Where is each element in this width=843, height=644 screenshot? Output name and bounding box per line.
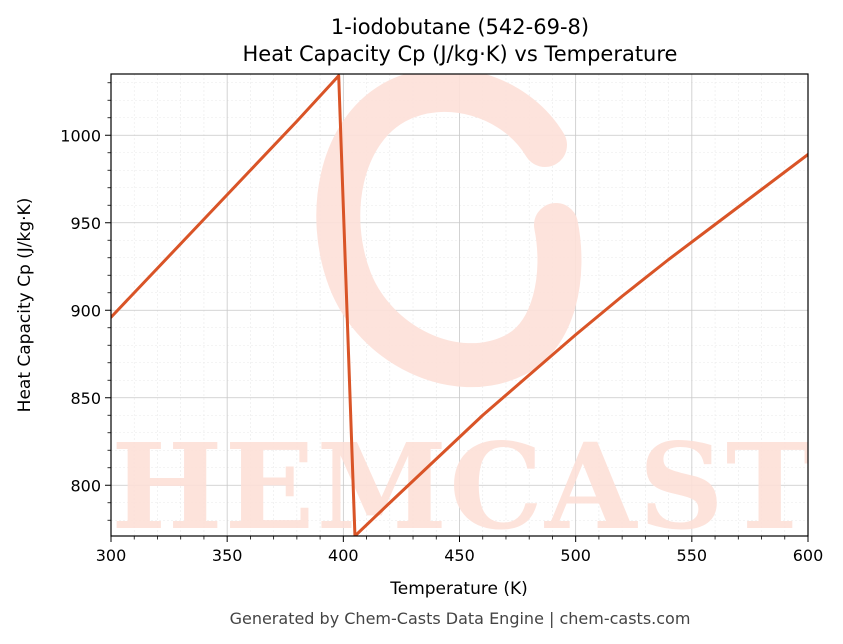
y-axis-label: Heat Capacity Cp (J/kg·K) bbox=[15, 198, 35, 413]
y-tick-labels: 800 850 900 950 1000 bbox=[60, 126, 101, 495]
x-tick-label: 350 bbox=[212, 546, 243, 565]
series-line bbox=[111, 74, 808, 536]
series-layer bbox=[111, 74, 808, 536]
y-tick-label: 900 bbox=[70, 301, 101, 320]
x-tick-label: 300 bbox=[96, 546, 127, 565]
x-tick-label: 450 bbox=[444, 546, 475, 565]
watermark-text: CHEMCASTS bbox=[15, 417, 843, 556]
y-tick-label: 800 bbox=[70, 476, 101, 495]
x-tick-label: 500 bbox=[560, 546, 591, 565]
x-axis-label: Temperature (K) bbox=[389, 579, 528, 599]
y-tick-label: 850 bbox=[70, 389, 101, 408]
y-tick-label: 1000 bbox=[60, 126, 101, 145]
x-tick-label: 600 bbox=[793, 546, 824, 565]
axis-ticks bbox=[105, 82, 809, 542]
chart-subtitle: Heat Capacity Cp (J/kg·K) vs Temperature bbox=[243, 42, 678, 66]
footer-credit: Generated by Chem-Casts Data Engine | ch… bbox=[230, 609, 691, 628]
plot-area: CHEMCASTS bbox=[15, 73, 843, 556]
chart-title: 1-iodobutane (542-69-8) bbox=[331, 15, 589, 39]
x-tick-label: 400 bbox=[328, 546, 359, 565]
watermark-logo-arc bbox=[316, 74, 582, 388]
x-tick-labels: 300 350 400 450 500 550 600 bbox=[96, 546, 824, 565]
x-tick-label: 550 bbox=[677, 546, 708, 565]
y-tick-label: 950 bbox=[70, 214, 101, 233]
